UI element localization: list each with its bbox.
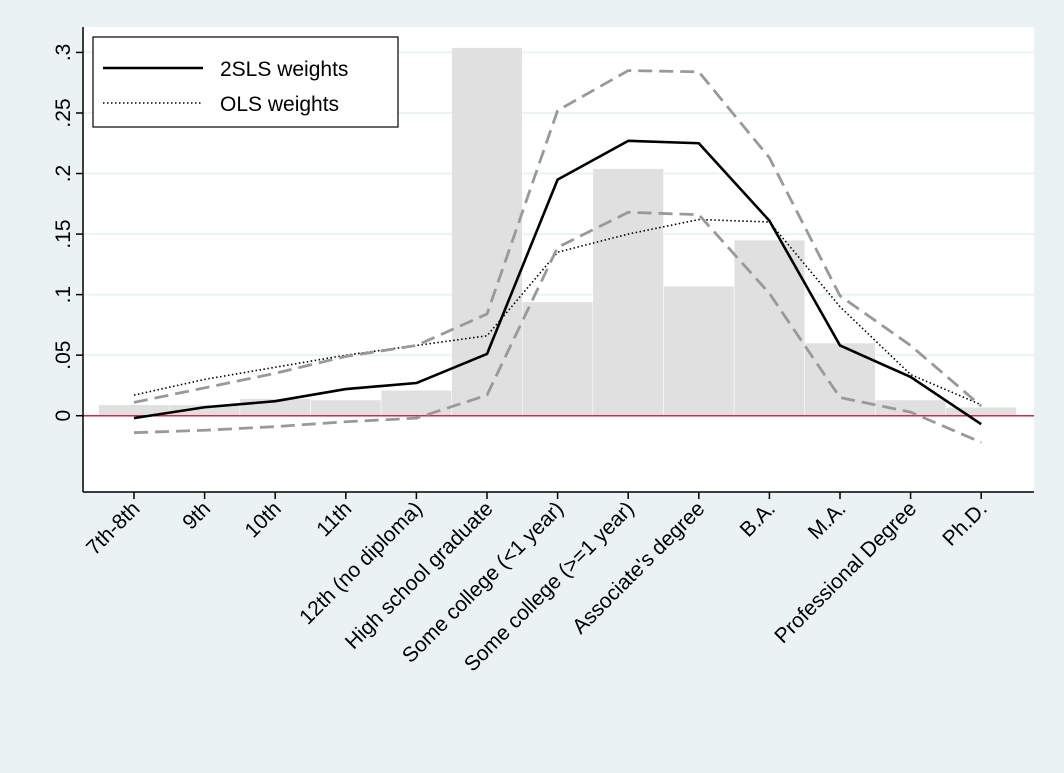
bar	[522, 301, 594, 416]
y-tick-label: 0	[52, 410, 75, 422]
y-tick-label: .25	[52, 98, 75, 127]
bar	[804, 342, 876, 416]
line	[133, 69, 983, 408]
y-tick-label: .2	[52, 165, 75, 183]
line	[133, 139, 982, 426]
bar	[663, 285, 735, 416]
bar	[380, 390, 452, 416]
legend-box	[92, 36, 399, 128]
line	[133, 218, 982, 406]
bar	[451, 47, 523, 416]
legend-label: 2SLS weights	[220, 58, 348, 81]
bar	[310, 399, 382, 416]
y-tick-label: .15	[52, 219, 75, 248]
bar	[592, 168, 664, 416]
y-tick-label: .3	[52, 44, 75, 62]
y-tick-label: .1	[52, 286, 75, 304]
legend-label: OLS weights	[220, 93, 339, 116]
y-tick-label: .05	[52, 341, 75, 370]
